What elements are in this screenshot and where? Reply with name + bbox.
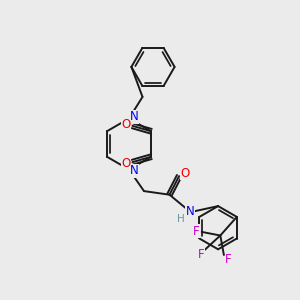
Text: N: N <box>130 164 139 178</box>
Text: O: O <box>121 157 130 170</box>
Text: O: O <box>181 167 190 180</box>
Text: N: N <box>185 205 194 218</box>
Text: N: N <box>130 110 139 124</box>
Text: F: F <box>192 225 199 238</box>
Text: F: F <box>225 253 232 266</box>
Text: O: O <box>121 118 130 131</box>
Text: F: F <box>198 248 204 261</box>
Text: H: H <box>177 214 185 224</box>
